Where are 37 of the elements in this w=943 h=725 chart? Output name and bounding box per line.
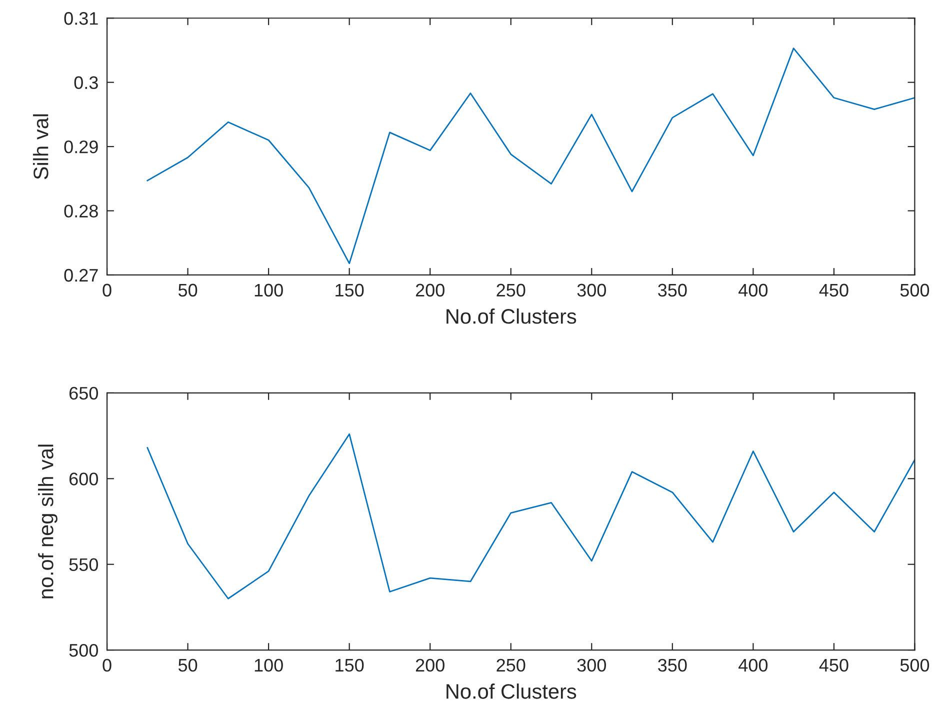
x-tick-label: 150 bbox=[336, 658, 364, 672]
x-tick-label: 0 bbox=[102, 284, 112, 297]
y-tick-label: 0.31 bbox=[64, 12, 98, 25]
x-tick-label: 100 bbox=[254, 284, 283, 297]
x-axis-title: No.of Clusters bbox=[446, 684, 576, 699]
x-tick-label: 500 bbox=[900, 284, 930, 297]
x-tick-label: 450 bbox=[819, 284, 848, 297]
x-tick-label: 400 bbox=[738, 284, 768, 297]
x-axis-title: No.of Clusters bbox=[446, 308, 576, 324]
x-tick-label: 150 bbox=[336, 284, 364, 297]
x-tick-label: 350 bbox=[658, 284, 687, 297]
y-axis-title: no.of neg silh val bbox=[38, 444, 58, 598]
y-tick-label: 650 bbox=[69, 386, 98, 400]
y-tick-label: 0.3 bbox=[74, 76, 98, 90]
y-tick-label: 500 bbox=[69, 644, 98, 657]
y-tick-label: 0.28 bbox=[64, 204, 98, 218]
x-tick-label: 50 bbox=[178, 658, 198, 672]
x-tick-label: 300 bbox=[577, 658, 606, 672]
x-tick-label: 0 bbox=[102, 658, 112, 672]
x-tick-label: 250 bbox=[496, 658, 526, 672]
x-tick-label: 100 bbox=[254, 658, 283, 672]
y-axis-title: Silh val bbox=[33, 114, 48, 180]
x-tick-label: 400 bbox=[738, 658, 768, 672]
x-tick-label: 200 bbox=[416, 658, 444, 672]
x-tick-label: 50 bbox=[178, 284, 198, 297]
y-tick-label: 0.27 bbox=[64, 268, 98, 282]
y-tick-label: 550 bbox=[69, 558, 98, 572]
x-tick-label: 250 bbox=[496, 284, 526, 297]
line-series bbox=[146, 433, 915, 600]
x-tick-label: 300 bbox=[577, 284, 606, 297]
x-tick-label: 350 bbox=[658, 658, 687, 672]
y-tick-label: 0.29 bbox=[64, 140, 98, 154]
x-tick-label: 450 bbox=[819, 658, 848, 672]
x-tick-label: 200 bbox=[416, 284, 444, 297]
line-series bbox=[146, 48, 915, 264]
x-tick-label: 500 bbox=[900, 658, 930, 672]
y-tick-label: 600 bbox=[69, 472, 98, 486]
